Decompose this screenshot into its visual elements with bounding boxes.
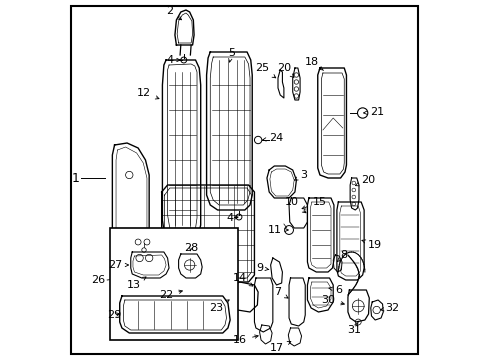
Text: 27: 27 [107,260,128,270]
Text: 10: 10 [284,197,305,213]
Text: 4: 4 [226,213,238,223]
Text: 32: 32 [380,303,398,313]
Text: 20: 20 [355,175,375,186]
Text: 16: 16 [233,335,258,345]
Text: 26: 26 [91,275,105,285]
Text: 3: 3 [294,170,306,180]
Text: 22: 22 [159,290,182,300]
Text: 29: 29 [107,310,121,320]
Text: 2: 2 [166,6,181,20]
Text: 7: 7 [274,287,287,298]
Text: 6: 6 [328,285,342,295]
Bar [110,228,237,340]
Text: 20: 20 [277,63,293,78]
Text: 9: 9 [256,263,268,273]
Text: 21: 21 [363,107,384,117]
Text: 8: 8 [337,250,347,261]
Text: 18: 18 [304,57,323,71]
Text: 12: 12 [137,88,159,99]
Text: 28: 28 [183,243,198,253]
Text: 24: 24 [262,133,283,143]
Text: 19: 19 [361,240,381,250]
Text: 23: 23 [208,300,229,313]
Text: 15: 15 [302,197,326,209]
Text: 25: 25 [255,63,275,78]
Text: 1: 1 [71,171,80,185]
Text: 30: 30 [321,295,344,305]
Text: 17: 17 [269,341,290,353]
Text: 14: 14 [232,273,252,286]
Text: 5: 5 [227,48,234,62]
Text: 4: 4 [166,55,180,65]
Text: 31: 31 [346,322,360,335]
Text: 11: 11 [267,225,287,235]
Text: 13: 13 [126,277,146,290]
